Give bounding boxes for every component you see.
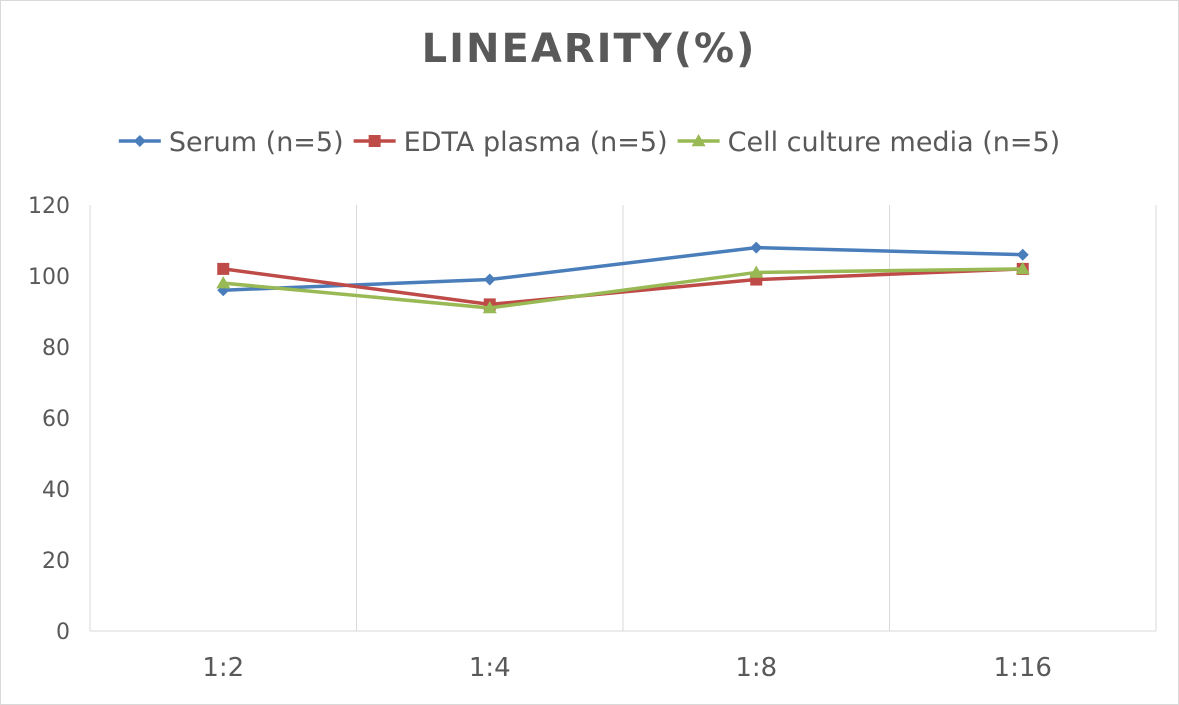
legend-label: Cell culture media (n=5) [728, 127, 1061, 158]
series-line [223, 245, 1023, 292]
y-tick-label: 80 [42, 336, 70, 361]
legend: Serum (n=5) EDTA plasma (n=5) Cell culture… [118, 127, 1061, 158]
legend-label: EDTA plasma (n=5) [404, 127, 668, 158]
y-tick-label: 120 [28, 194, 70, 219]
y-tick-label: 60 [42, 407, 70, 432]
series-line [223, 267, 1023, 307]
legend-marker [691, 134, 706, 147]
data-point [217, 262, 230, 275]
y-tick-label: 100 [28, 265, 70, 290]
grid-lines [356, 205, 890, 631]
y-tick-label: 0 [56, 620, 70, 645]
data-point [750, 241, 763, 254]
y-tick-label: 20 [42, 549, 70, 574]
legend-item: Serum (n=5) [118, 127, 344, 158]
x-tick-label: 1:2 [202, 653, 244, 683]
x-tick-label: 1:8 [735, 653, 777, 683]
legend-item: Cell culture media (n=5) [677, 127, 1061, 158]
x-tick-label: 1:16 [994, 653, 1052, 683]
legend-marker [368, 135, 381, 147]
legend-marker [133, 135, 146, 147]
series-3 [216, 261, 1030, 314]
series-line [223, 267, 1023, 310]
data-point [482, 300, 497, 314]
legend-label: Serum (n=5) [169, 127, 344, 158]
data-point [483, 273, 496, 286]
y-tick-label: 40 [42, 478, 70, 503]
chart-title: LINEARITY(%) [422, 26, 757, 72]
axes: 0 20 40 60 80 100 120 1:2 1:4 1:8 1:16 [28, 194, 1157, 683]
data-point [216, 276, 231, 289]
series-group [216, 241, 1030, 314]
legend-item: EDTA plasma (n=5) [353, 127, 668, 158]
data-point [1015, 261, 1030, 275]
x-tick-label: 1:4 [469, 653, 511, 683]
data-point [749, 265, 764, 278]
data-point [1016, 248, 1029, 261]
